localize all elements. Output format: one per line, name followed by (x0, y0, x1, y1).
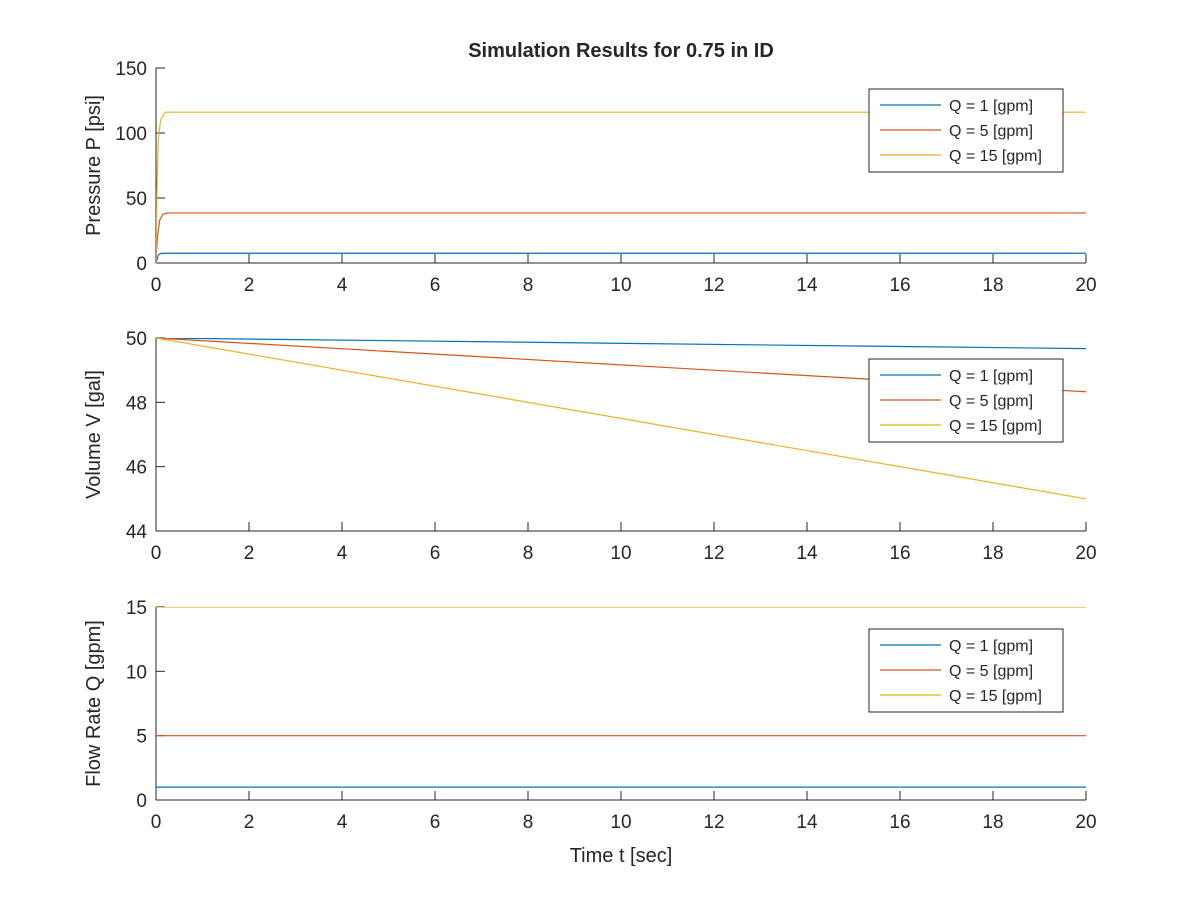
x-axis-label: Time t [sec] (570, 845, 673, 867)
x-tick-label: 20 (1075, 812, 1096, 833)
legend-label: Q = 15 [gpm] (949, 418, 1042, 435)
x-tick-label: 4 (337, 812, 348, 833)
plot-flow-rate: 0 2 4 6 8 10 12 14 16 18 20 0 5 10 15 Flow Rate Q [gpm]… (83, 598, 1097, 867)
y-tick-label: 5 (136, 727, 147, 748)
x-tick-label: 10 (610, 543, 631, 564)
legend-label: Q = 15 [gpm] (949, 688, 1042, 705)
y-tick-label: 50 (126, 189, 147, 210)
x-tick-label: 18 (982, 275, 1003, 296)
x-tick-label: 4 (337, 275, 348, 296)
x-tick-label: 0 (151, 275, 162, 296)
y-tick-label: 0 (136, 254, 147, 275)
x-tick-label: 14 (796, 275, 818, 296)
legend-label: Q = 5 [gpm] (949, 393, 1033, 410)
y-tick-label: 44 (126, 522, 148, 543)
series-line-1 (156, 338, 1086, 350)
x-tick-label: 20 (1075, 543, 1096, 564)
x-tick-label: 10 (610, 275, 631, 296)
legend: Q = 1 [gpm] Q = 5 [gpm] Q = 15 [gpm] (868, 88, 1064, 173)
y-tick-label: 15 (126, 598, 147, 619)
legend: Q = 1 [gpm] Q = 5 [gpm] Q = 15 [gpm] (868, 628, 1064, 713)
x-tick-label: 0 (151, 812, 162, 833)
series-line-2 (156, 212, 1086, 263)
series-line-3 (156, 338, 1086, 500)
legend-label: Q = 1 [gpm] (949, 638, 1033, 655)
x-tick-label: 8 (523, 275, 534, 296)
y-tick-label: 0 (136, 791, 147, 812)
y-tick-label: 10 (126, 662, 147, 683)
series-line-1 (156, 252, 1086, 263)
x-tick-label: 2 (244, 812, 255, 833)
x-tick-label: 8 (523, 543, 534, 564)
x-tick-label: 12 (703, 543, 724, 564)
y-tick-label: 46 (126, 458, 147, 479)
legend-label: Q = 1 [gpm] (949, 98, 1033, 115)
y-axis-label: Pressure P [psi] (83, 95, 105, 236)
x-tick-label: 12 (703, 275, 724, 296)
legend: Q = 1 [gpm] Q = 5 [gpm] Q = 15 [gpm] (868, 358, 1064, 443)
series-line-3 (156, 111, 1086, 263)
y-tick-label: 50 (126, 329, 147, 350)
plot-pressure: 0 2 4 6 8 10 12 14 16 18 20 0 50 100 150 Pressure P [ps… (83, 59, 1097, 296)
y-axis-label: Volume V [gal] (83, 370, 105, 499)
x-tick-label: 16 (889, 543, 910, 564)
x-tick-label: 2 (244, 543, 255, 564)
x-tick-label: 2 (244, 275, 255, 296)
x-tick-label: 8 (523, 812, 534, 833)
x-tick-label: 16 (889, 275, 910, 296)
x-tick-label: 16 (889, 812, 910, 833)
legend-label: Q = 5 [gpm] (949, 663, 1033, 680)
legend-label: Q = 1 [gpm] (949, 368, 1033, 385)
x-tick-label: 18 (982, 812, 1003, 833)
y-axis-label: Flow Rate Q [gpm] (83, 620, 105, 787)
x-tick-label: 12 (703, 812, 724, 833)
x-tick-label: 6 (430, 275, 441, 296)
x-tick-label: 14 (796, 543, 818, 564)
y-tick-label: 150 (115, 59, 147, 80)
y-tick-label: 100 (115, 124, 147, 145)
x-tick-label: 0 (151, 543, 162, 564)
x-tick-label: 6 (430, 543, 441, 564)
legend-label: Q = 15 [gpm] (949, 148, 1042, 165)
x-tick-label: 14 (796, 812, 818, 833)
x-tick-label: 18 (982, 543, 1003, 564)
series-lines (156, 607, 1086, 788)
series-lines (156, 111, 1086, 263)
x-tick-label: 20 (1075, 275, 1096, 296)
x-tick-label: 10 (610, 812, 631, 833)
x-tick-label: 4 (337, 543, 348, 564)
legend-label: Q = 5 [gpm] (949, 123, 1033, 140)
y-tick-label: 48 (126, 393, 147, 414)
figure-title: Simulation Results for 0.75 in ID (468, 40, 774, 62)
x-tick-label: 6 (430, 812, 441, 833)
